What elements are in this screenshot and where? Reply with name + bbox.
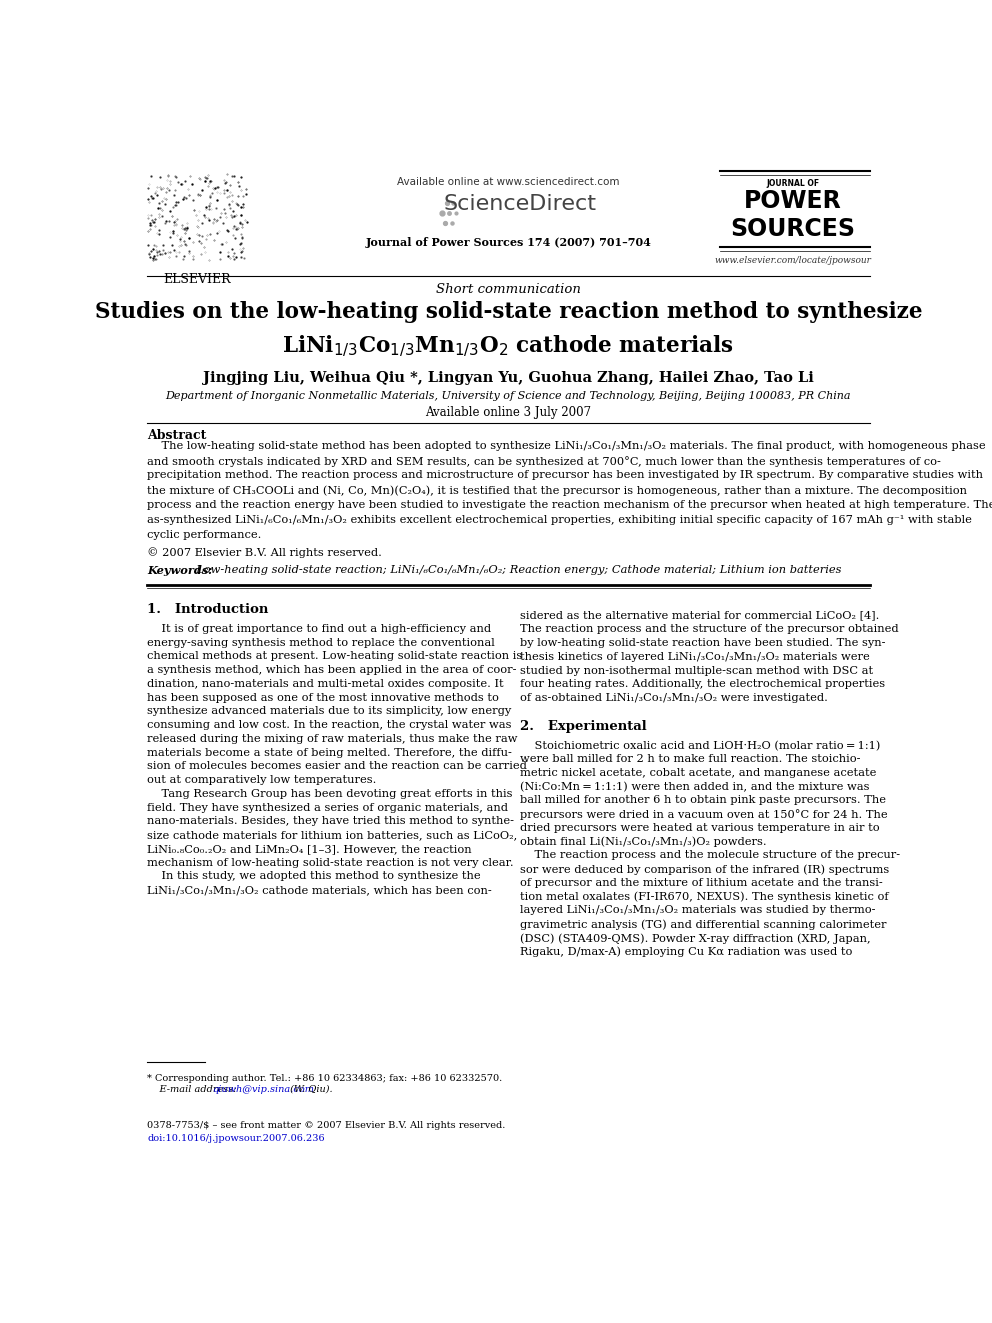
Text: SOURCES: SOURCES: [730, 217, 855, 241]
Text: synthesize advanced materials due to its simplicity, low energy: synthesize advanced materials due to its…: [147, 706, 511, 716]
Text: Low-heating solid-state reaction; LiNi₁/₆Co₁/₆Mn₁/₆O₂; Reaction energy; Cathode : Low-heating solid-state reaction; LiNi₁/…: [189, 565, 842, 574]
Text: consuming and low cost. In the reaction, the crystal water was: consuming and low cost. In the reaction,…: [147, 720, 512, 730]
Text: were ball milled for 2 h to make full reaction. The stoichio-: were ball milled for 2 h to make full re…: [520, 754, 860, 765]
Text: materials become a state of being melted. Therefore, the diffu-: materials become a state of being melted…: [147, 747, 512, 758]
Text: Journal of Power Sources 174 (2007) 701–704: Journal of Power Sources 174 (2007) 701–…: [365, 237, 652, 249]
Text: JOURNAL OF: JOURNAL OF: [766, 179, 819, 188]
Text: qiuwh@vip.sina.com: qiuwh@vip.sina.com: [211, 1085, 313, 1094]
Text: released during the mixing of raw materials, thus make the raw: released during the mixing of raw materi…: [147, 734, 518, 744]
Text: sor were deduced by comparison of the infrared (IR) spectrums: sor were deduced by comparison of the in…: [520, 864, 889, 875]
Text: ScienceDirect: ScienceDirect: [443, 194, 596, 214]
Text: It is of great importance to find out a high-efficiency and: It is of great importance to find out a …: [147, 624, 491, 634]
Text: and smooth crystals indicated by XRD and SEM results, can be synthesized at 700°: and smooth crystals indicated by XRD and…: [147, 455, 941, 467]
Text: layered LiNi₁/₃Co₁/₃Mn₁/₃O₂ materials was studied by thermo-: layered LiNi₁/₃Co₁/₃Mn₁/₃O₂ materials wa…: [520, 905, 875, 916]
Text: ELSEVIER: ELSEVIER: [164, 273, 231, 286]
Text: Jingjing Liu, Weihua Qiu *, Lingyan Yu, Guohua Zhang, Hailei Zhao, Tao Li: Jingjing Liu, Weihua Qiu *, Lingyan Yu, …: [203, 370, 813, 385]
Text: chemical methods at present. Low-heating solid-state reaction is: chemical methods at present. Low-heating…: [147, 651, 523, 662]
Text: The reaction process and the structure of the precursor obtained: The reaction process and the structure o…: [520, 624, 899, 634]
Text: mechanism of low-heating solid-state reaction is not very clear.: mechanism of low-heating solid-state rea…: [147, 857, 514, 868]
Text: metric nickel acetate, cobalt acetate, and manganese acetate: metric nickel acetate, cobalt acetate, a…: [520, 767, 876, 778]
Text: Abstract: Abstract: [147, 429, 206, 442]
Text: (Ni:Co:Mn = 1:1:1) were then added in, and the mixture was: (Ni:Co:Mn = 1:1:1) were then added in, a…: [520, 782, 869, 792]
Text: tion metal oxalates (FI-IR670, NEXUS). The synthesis kinetic of: tion metal oxalates (FI-IR670, NEXUS). T…: [520, 892, 889, 902]
Text: (W. Qiu).: (W. Qiu).: [287, 1085, 332, 1094]
Text: 0378-7753/$ – see front matter © 2007 Elsevier B.V. All rights reserved.: 0378-7753/$ – see front matter © 2007 El…: [147, 1122, 506, 1130]
Text: Keywords:: Keywords:: [147, 565, 212, 576]
Text: out at comparatively low temperatures.: out at comparatively low temperatures.: [147, 775, 376, 785]
Text: of precursor and the mixture of lithium acetate and the transi-: of precursor and the mixture of lithium …: [520, 878, 883, 888]
Text: four heating rates. Additionally, the electrochemical properties: four heating rates. Additionally, the el…: [520, 679, 885, 689]
Text: doi:10.1016/j.jpowsour.2007.06.236: doi:10.1016/j.jpowsour.2007.06.236: [147, 1134, 324, 1143]
Text: by low-heating solid-state reaction have been studied. The syn-: by low-heating solid-state reaction have…: [520, 638, 886, 648]
Text: gravimetric analysis (TG) and differential scanning calorimeter: gravimetric analysis (TG) and differenti…: [520, 919, 887, 930]
Text: 1.   Introduction: 1. Introduction: [147, 603, 269, 617]
Text: LiNi₀.₈Co₀.₂O₂ and LiMn₂O₄ [1–3]. However, the reaction: LiNi₀.₈Co₀.₂O₂ and LiMn₂O₄ [1–3]. Howeve…: [147, 844, 471, 853]
Text: thesis kinetics of layered LiNi₁/₃Co₁/₃Mn₁/₃O₂ materials were: thesis kinetics of layered LiNi₁/₃Co₁/₃M…: [520, 652, 870, 662]
Text: Stoichiometric oxalic acid and LiOH·H₂O (molar ratio = 1:1): Stoichiometric oxalic acid and LiOH·H₂O …: [520, 741, 880, 750]
Text: precipitation method. The reaction process and microstructure of precursor has b: precipitation method. The reaction proce…: [147, 471, 983, 480]
Text: (DSC) (STA409-QMS). Powder X-ray diffraction (XRD, Japan,: (DSC) (STA409-QMS). Powder X-ray diffrac…: [520, 933, 871, 943]
Text: Available online 3 July 2007: Available online 3 July 2007: [426, 406, 591, 419]
Text: Available online at www.sciencedirect.com: Available online at www.sciencedirect.co…: [397, 177, 620, 187]
Text: Tang Research Group has been devoting great efforts in this: Tang Research Group has been devoting gr…: [147, 789, 513, 799]
Text: size cathode materials for lithium ion batteries, such as LiCoO₂,: size cathode materials for lithium ion b…: [147, 830, 517, 840]
Text: 2.   Experimental: 2. Experimental: [520, 720, 647, 733]
Text: the mixture of CH₃COOLi and (Ni, Co, Mn)(C₂O₄), it is testified that the precurs: the mixture of CH₃COOLi and (Ni, Co, Mn)…: [147, 486, 967, 496]
Text: E-mail address:: E-mail address:: [147, 1085, 240, 1094]
Text: of as-obtained LiNi₁/₃Co₁/₃Mn₁/₃O₂ were investigated.: of as-obtained LiNi₁/₃Co₁/₃Mn₁/₃O₂ were …: [520, 693, 827, 703]
Text: sion of molecules becomes easier and the reaction can be carried: sion of molecules becomes easier and the…: [147, 761, 527, 771]
Text: LiNi$_{1/3}$Co$_{1/3}$Mn$_{1/3}$O$_2$ cathode materials: LiNi$_{1/3}$Co$_{1/3}$Mn$_{1/3}$O$_2$ ca…: [283, 333, 734, 359]
Text: a synthesis method, which has been applied in the area of coor-: a synthesis method, which has been appli…: [147, 665, 517, 675]
Text: POWER: POWER: [744, 189, 842, 213]
Text: sidered as the alternative material for commercial LiCoO₂ [4].: sidered as the alternative material for …: [520, 610, 879, 620]
Text: has been supposed as one of the most innovative methods to: has been supposed as one of the most inn…: [147, 692, 499, 703]
Text: In this study, we adopted this method to synthesize the: In this study, we adopted this method to…: [147, 872, 481, 881]
Text: cyclic performance.: cyclic performance.: [147, 529, 262, 540]
Text: studied by non-isothermal multiple-scan method with DSC at: studied by non-isothermal multiple-scan …: [520, 665, 873, 676]
Text: Department of Inorganic Nonmetallic Materials, University of Science and Technol: Department of Inorganic Nonmetallic Mate…: [166, 392, 851, 401]
Text: as-synthesized LiNi₁/₆Co₁/₆Mn₁/₃O₂ exhibits excellent electrochemical properties: as-synthesized LiNi₁/₆Co₁/₆Mn₁/₃O₂ exhib…: [147, 515, 972, 525]
Text: © 2007 Elsevier B.V. All rights reserved.: © 2007 Elsevier B.V. All rights reserved…: [147, 548, 382, 558]
Text: www.elsevier.com/locate/jpowsour: www.elsevier.com/locate/jpowsour: [714, 255, 871, 265]
Text: energy-saving synthesis method to replace the conventional: energy-saving synthesis method to replac…: [147, 638, 495, 647]
Text: The reaction process and the molecule structure of the precur-: The reaction process and the molecule st…: [520, 851, 900, 860]
Text: precursors were dried in a vacuum oven at 150°C for 24 h. The: precursors were dried in a vacuum oven a…: [520, 810, 888, 820]
Text: Rigaku, D/max-A) employing Cu Kα radiation was used to: Rigaku, D/max-A) employing Cu Kα radiati…: [520, 947, 852, 958]
Text: dried precursors were heated at various temperature in air to: dried precursors were heated at various …: [520, 823, 880, 833]
Text: dination, nano-materials and multi-metal oxides composite. It: dination, nano-materials and multi-metal…: [147, 679, 504, 689]
Text: Short communication: Short communication: [435, 283, 581, 296]
Text: nano-materials. Besides, they have tried this method to synthe-: nano-materials. Besides, they have tried…: [147, 816, 514, 827]
Text: * Corresponding author. Tel.: +86 10 62334863; fax: +86 10 62332570.: * Corresponding author. Tel.: +86 10 623…: [147, 1073, 502, 1082]
Text: Studies on the low-heating solid-state reaction method to synthesize: Studies on the low-heating solid-state r…: [94, 302, 923, 323]
Text: LiNi₁/₃Co₁/₃Mn₁/₃O₂ cathode materials, which has been con-: LiNi₁/₃Co₁/₃Mn₁/₃O₂ cathode materials, w…: [147, 885, 492, 896]
Text: process and the reaction energy have been studied to investigate the reaction me: process and the reaction energy have bee…: [147, 500, 992, 511]
Text: The low-heating solid-state method has been adopted to synthesize LiNi₁/₃Co₁/₃Mn: The low-heating solid-state method has b…: [147, 441, 986, 451]
Text: field. They have synthesized a series of organic materials, and: field. They have synthesized a series of…: [147, 803, 508, 812]
Text: ball milled for another 6 h to obtain pink paste precursors. The: ball milled for another 6 h to obtain pi…: [520, 795, 886, 806]
Text: obtain final Li(Ni₁/₃Co₁/₃Mn₁/₃)O₂ powders.: obtain final Li(Ni₁/₃Co₁/₃Mn₁/₃)O₂ powde…: [520, 836, 767, 847]
